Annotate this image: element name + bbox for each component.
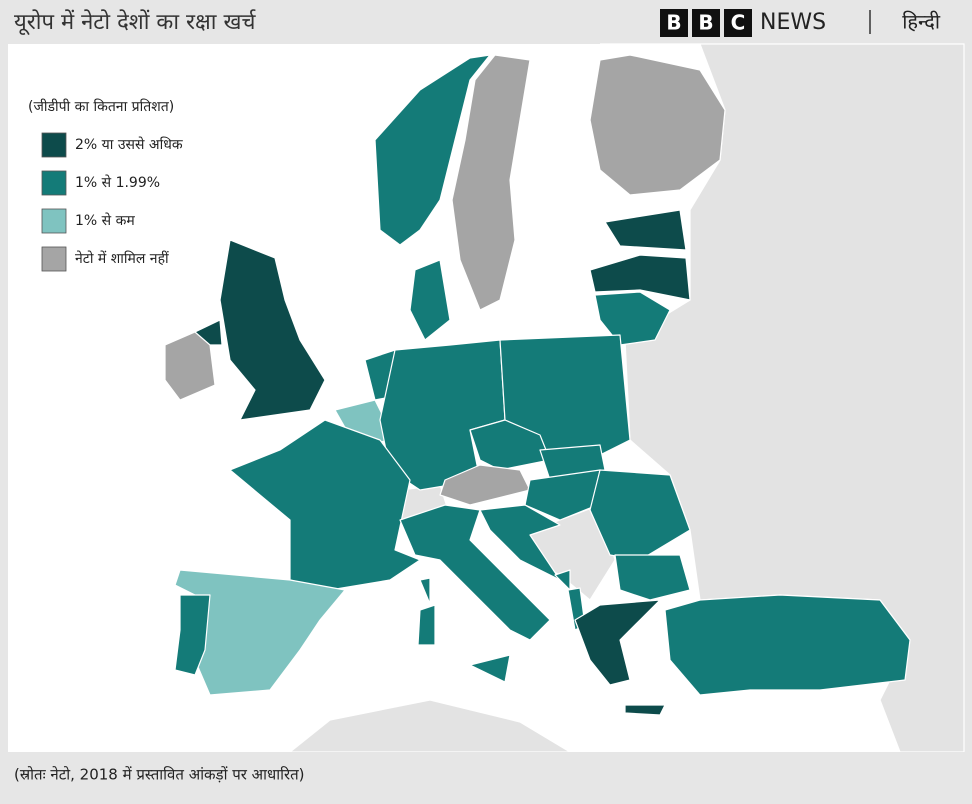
montenegro	[554, 569, 571, 591]
bulgaria	[614, 554, 691, 601]
turkey	[664, 594, 911, 696]
italy	[399, 504, 551, 641]
corsica	[419, 577, 431, 605]
hungary	[524, 469, 611, 521]
crete	[624, 704, 666, 716]
legend-swatch	[41, 208, 67, 234]
finland	[589, 54, 726, 196]
brand-letter: B	[666, 11, 681, 35]
countries	[164, 54, 911, 716]
ireland	[164, 331, 216, 401]
brand-letter: B	[698, 11, 713, 35]
legend-swatch	[41, 170, 67, 196]
brand-name: NEWS	[760, 10, 826, 35]
norway	[374, 54, 491, 246]
source-note: (स्रोतः नेटो, 2018 में प्रस्तावित आंकड़ो…	[14, 766, 305, 784]
denmark	[409, 259, 451, 341]
legend-label: नेटो में शामिल नहीं	[75, 250, 169, 267]
sicily	[469, 654, 511, 683]
croatia	[479, 504, 561, 581]
brand-letter: C	[731, 11, 746, 35]
sweden	[451, 54, 531, 311]
lithuania	[594, 291, 671, 346]
sardinia	[417, 604, 436, 646]
brand-box	[724, 9, 752, 37]
estonia	[604, 209, 687, 251]
header-bar	[0, 0, 972, 44]
legend-label: 2% या उससे अधिक	[75, 136, 183, 153]
legend-swatch	[41, 246, 67, 272]
greece	[574, 599, 661, 686]
latvia	[589, 254, 691, 301]
portugal	[174, 594, 211, 676]
legend-label: 1% से 1.99%	[75, 174, 160, 191]
footer-bar	[0, 752, 972, 800]
brand-box	[692, 9, 720, 37]
legend-title: (जीडीपी का कितना प्रतिशत)	[28, 98, 174, 115]
legend-label: 1% से कम	[75, 212, 135, 229]
germany	[379, 339, 506, 491]
legend-swatch	[41, 132, 67, 158]
brand-box	[660, 9, 688, 37]
title: यूरोप में नेटो देशों का रक्षा खर्च	[14, 9, 256, 36]
uk	[219, 239, 326, 421]
brand: B B C NEWS	[660, 9, 826, 37]
brand-language: हिन्दी	[902, 10, 941, 34]
france	[229, 419, 421, 591]
legend: 2% या उससे अधिक 1% से 1.99% 1% से कम नेटो म…	[41, 132, 183, 272]
